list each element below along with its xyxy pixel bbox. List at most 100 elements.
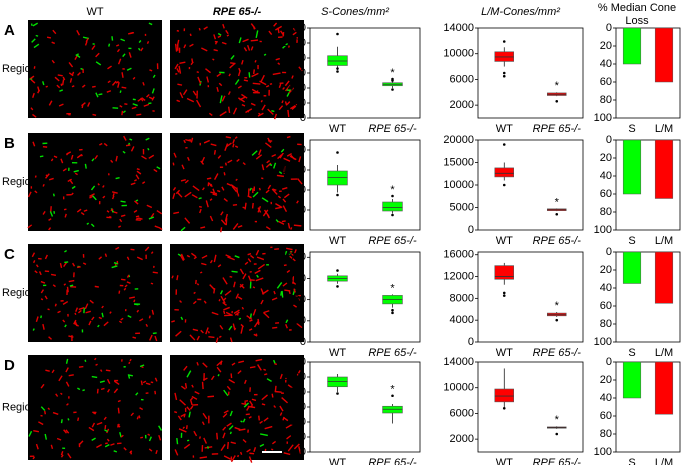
panel-letter: D xyxy=(4,357,15,374)
cone-stroke xyxy=(258,149,262,156)
y-tick-label: 1600 xyxy=(282,251,306,263)
y-tick-label: 0 xyxy=(300,336,306,348)
cone-stroke xyxy=(268,30,273,36)
cone-stroke xyxy=(174,43,178,52)
cone-stroke xyxy=(252,286,256,289)
cone-stroke xyxy=(282,416,285,421)
cone-stroke xyxy=(189,334,196,341)
cone-stroke xyxy=(191,384,194,388)
cone-stroke xyxy=(147,147,150,151)
cone-stroke xyxy=(96,444,102,449)
cone-stroke xyxy=(252,82,261,85)
cone-stroke xyxy=(51,41,56,45)
y-tick-label: 400 xyxy=(288,315,306,327)
cone-stroke xyxy=(102,185,105,188)
cone-stroke xyxy=(42,210,46,215)
cone-stroke xyxy=(192,328,199,332)
cone-stroke xyxy=(113,262,118,265)
cone-stroke xyxy=(147,433,151,436)
cone-stroke xyxy=(142,82,145,86)
cone-stroke xyxy=(184,191,192,198)
cone-stroke xyxy=(256,274,259,278)
cone-stroke xyxy=(212,58,215,61)
cone-stroke xyxy=(216,86,219,92)
cone-stroke xyxy=(258,112,261,115)
cone-stroke xyxy=(200,160,205,165)
cone-stroke xyxy=(286,435,292,440)
cone-stroke xyxy=(221,41,227,45)
bar xyxy=(622,27,642,65)
cone-stroke xyxy=(219,324,224,330)
cone-stroke xyxy=(191,395,198,400)
cone-stroke xyxy=(222,432,226,439)
y-tick-label: 10000 xyxy=(443,48,474,60)
cone-stroke xyxy=(290,103,298,110)
cone-stroke xyxy=(230,184,238,190)
cone-stroke xyxy=(90,185,96,191)
cone-stroke xyxy=(60,454,64,458)
cone-stroke xyxy=(298,446,302,454)
cone-stroke xyxy=(256,256,265,261)
y-tick-label: 1600 xyxy=(282,144,306,156)
cone-stroke xyxy=(27,224,33,229)
cone-stroke xyxy=(94,285,99,288)
cone-stroke xyxy=(144,246,150,252)
cone-stroke xyxy=(278,220,285,225)
cone-stroke xyxy=(289,250,294,257)
cone-stroke xyxy=(61,79,65,86)
cone-stroke xyxy=(56,84,61,89)
cone-stroke xyxy=(54,303,57,307)
x-tick-label: WT xyxy=(496,457,513,465)
cone-stroke xyxy=(258,187,261,191)
y-tick-label: 14000 xyxy=(443,22,474,34)
y-tick-label: 20 xyxy=(600,40,612,52)
cone-stroke xyxy=(291,75,294,79)
cone-stroke xyxy=(250,102,256,106)
cone-stroke xyxy=(101,312,104,318)
cone-stroke xyxy=(71,85,75,88)
cone-stroke xyxy=(105,369,111,372)
cone-stroke xyxy=(120,214,126,218)
cone-stroke xyxy=(148,154,155,159)
cone-stroke xyxy=(115,155,118,162)
x-tick-label: RPE 65-/- xyxy=(533,123,582,135)
y-tick-label: 20 xyxy=(600,264,612,276)
cone-stroke xyxy=(232,203,238,206)
cone-stroke xyxy=(212,188,216,193)
cone-stroke xyxy=(225,254,231,258)
cone-stroke xyxy=(218,335,222,338)
cone-stroke xyxy=(84,303,89,310)
outlier xyxy=(555,212,559,216)
cone-stroke xyxy=(210,143,217,147)
cone-stroke xyxy=(180,179,186,182)
cone-stroke xyxy=(182,89,188,96)
outlier xyxy=(336,193,339,197)
cone-stroke xyxy=(185,425,188,430)
cone-stroke xyxy=(252,191,259,198)
cone-stroke xyxy=(247,275,252,282)
cone-stroke xyxy=(282,42,289,49)
cone-stroke xyxy=(72,262,76,267)
cone-stroke xyxy=(249,319,253,322)
cone-stroke xyxy=(222,426,227,431)
cone-stroke xyxy=(59,262,63,269)
cone-stroke xyxy=(158,226,163,231)
micrograph xyxy=(28,20,162,118)
cone-stroke xyxy=(174,449,179,456)
cone-stroke xyxy=(253,447,257,453)
cone-stroke xyxy=(186,97,195,103)
cone-stroke xyxy=(87,102,91,107)
cone-stroke xyxy=(285,323,288,329)
chart-title: L/M-Cones/mm² xyxy=(481,6,560,18)
cone-stroke xyxy=(209,259,213,264)
y-tick-label: 60 xyxy=(600,300,612,312)
cone-stroke xyxy=(135,174,140,180)
y-tick-label: 2000 xyxy=(450,99,474,111)
cone-stroke xyxy=(287,222,291,229)
outlier xyxy=(391,77,394,81)
cone-stroke xyxy=(178,428,187,433)
cone-stroke xyxy=(285,319,289,324)
cone-stroke xyxy=(241,93,248,99)
cone-stroke xyxy=(151,88,155,94)
x-tick-label: RPE 65-/- xyxy=(533,457,582,465)
